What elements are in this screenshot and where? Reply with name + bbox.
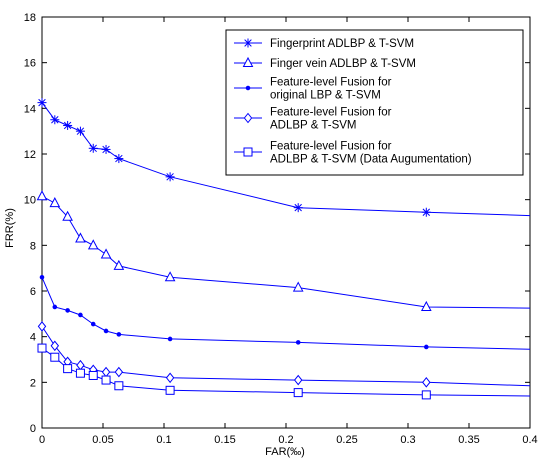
data-point bbox=[103, 328, 109, 334]
data-point bbox=[165, 172, 175, 182]
data-point bbox=[50, 352, 60, 362]
data-point bbox=[52, 304, 58, 310]
legend-label: ADLBP & T-SVM (Data Augumentation) bbox=[270, 154, 472, 166]
data-point bbox=[114, 366, 124, 378]
data-point bbox=[421, 207, 431, 217]
legend-label: Feature-level Fusion for bbox=[270, 107, 392, 119]
data-point bbox=[114, 381, 124, 391]
data-point bbox=[293, 203, 303, 213]
data-point bbox=[87, 239, 99, 250]
legend-marker bbox=[243, 38, 253, 48]
data-point bbox=[75, 232, 86, 243]
data-point bbox=[292, 281, 304, 292]
data-point bbox=[36, 190, 48, 201]
legend-entry-1: Fingerprint ADLBP & T-SVM bbox=[234, 38, 414, 50]
data-point bbox=[88, 370, 98, 380]
data-point bbox=[90, 321, 96, 327]
y-tick-label: 18 bbox=[24, 12, 36, 24]
legend-label: Feature-level Fusion for bbox=[270, 141, 392, 153]
legend-marker bbox=[245, 85, 251, 91]
data-point bbox=[295, 340, 301, 345]
series-5 bbox=[37, 343, 531, 400]
x-axis-label: FAR(‰) bbox=[265, 446, 305, 458]
legend: Fingerprint ADLBP & T-SVM Finger vein ADL… bbox=[225, 29, 524, 176]
y-tick-label: 2 bbox=[30, 377, 36, 389]
data-point bbox=[88, 143, 98, 153]
data-point bbox=[420, 300, 432, 311]
legend-entry-2: Finger vein ADLBP & T-SVM bbox=[234, 56, 416, 70]
data-point bbox=[165, 372, 175, 384]
x-tick-label: 0.2 bbox=[278, 434, 293, 446]
y-axis-label: FRR(%) bbox=[4, 208, 16, 248]
data-point bbox=[50, 340, 60, 352]
legend-label: ADLBP & T-SVM bbox=[270, 120, 357, 132]
data-point bbox=[114, 154, 124, 164]
x-tick-label: 0.35 bbox=[458, 434, 479, 446]
x-tick-label: 0.15 bbox=[214, 434, 235, 446]
data-point bbox=[424, 344, 429, 350]
series-1 bbox=[37, 98, 531, 217]
x-tick-label: 0.25 bbox=[336, 434, 357, 446]
legend-label: Fingerprint ADLBP & T-SVM bbox=[270, 38, 414, 50]
data-point bbox=[100, 248, 112, 259]
x-tick-label: 0.1 bbox=[156, 434, 171, 446]
data-point bbox=[78, 312, 83, 318]
y-tick-label: 16 bbox=[24, 58, 36, 70]
data-point bbox=[63, 364, 73, 374]
y-tick-label: 14 bbox=[24, 103, 36, 115]
data-point bbox=[49, 197, 61, 208]
x-tick-label: 0.4 bbox=[522, 434, 537, 446]
legend-marker bbox=[242, 56, 254, 67]
legend-label: Finger vein ADLBP & T-SVM bbox=[270, 58, 416, 70]
y-tick-label: 8 bbox=[30, 240, 36, 252]
data-point bbox=[75, 126, 85, 136]
data-point bbox=[101, 144, 111, 154]
legend-box bbox=[225, 29, 524, 176]
data-point bbox=[164, 271, 176, 282]
data-point bbox=[37, 321, 47, 332]
data-point bbox=[39, 275, 45, 280]
y-tick-label: 4 bbox=[30, 332, 36, 344]
data-point bbox=[293, 374, 303, 386]
data-point bbox=[75, 368, 85, 378]
data-point bbox=[165, 385, 175, 395]
legend-marker bbox=[243, 147, 253, 157]
data-point bbox=[421, 390, 431, 400]
data-point bbox=[113, 259, 125, 270]
y-tick-label: 0 bbox=[30, 423, 36, 435]
legend-marker bbox=[243, 112, 253, 124]
series-2 bbox=[36, 190, 531, 311]
data-point bbox=[37, 343, 47, 353]
x-tick-label: 0.3 bbox=[400, 434, 415, 446]
y-tick-label: 10 bbox=[24, 195, 36, 207]
x-tick-label: 0 bbox=[39, 434, 45, 446]
data-point bbox=[63, 120, 73, 130]
series-4 bbox=[37, 321, 531, 388]
data-point bbox=[62, 210, 73, 221]
series-layer bbox=[36, 98, 531, 400]
data-point bbox=[422, 377, 431, 388]
data-point bbox=[65, 308, 70, 313]
data-point bbox=[101, 375, 111, 385]
x-tick-label: 0.05 bbox=[92, 434, 113, 446]
data-point bbox=[116, 332, 122, 337]
data-point bbox=[293, 388, 303, 398]
legend-label: Feature-level Fusion for bbox=[270, 77, 392, 89]
data-point bbox=[37, 98, 47, 108]
legend-label: original LBP & T-SVM bbox=[270, 90, 381, 102]
data-point bbox=[167, 336, 173, 342]
series-3 bbox=[39, 275, 531, 350]
y-tick-label: 6 bbox=[30, 286, 36, 298]
y-tick-label: 12 bbox=[24, 149, 36, 161]
data-point bbox=[50, 115, 60, 125]
